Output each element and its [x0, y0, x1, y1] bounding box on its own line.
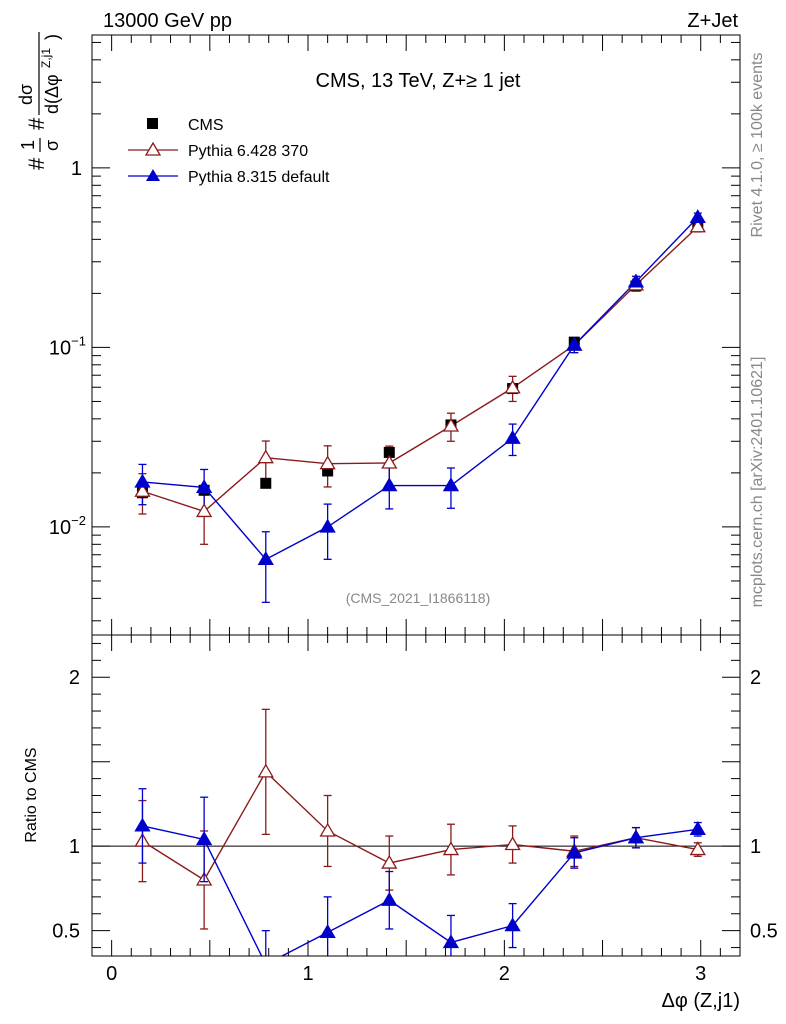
ratio-point-py6 — [257, 763, 274, 778]
x-tick-label: 3 — [695, 963, 706, 985]
ratio-point-py6 — [504, 836, 521, 851]
main-y-tick-label: 10−1 — [49, 333, 86, 359]
ratio-point-py8 — [259, 957, 273, 969]
legend-label-py8: Pythia 8.315 default — [188, 169, 330, 186]
y-label-sigma: σ — [42, 140, 62, 151]
rivet-label: Rivet 4.1.0, ≥ 100k events — [749, 53, 766, 238]
ratio-point-py6 — [689, 841, 706, 856]
y-label-close: ) — [42, 34, 62, 40]
main-point-cms — [260, 477, 272, 489]
header-left: 13000 GeV pp — [103, 10, 232, 32]
main-point-py6 — [257, 449, 274, 464]
ratio-series — [134, 708, 706, 969]
ratio-y-tick-label-left: 2 — [69, 667, 80, 689]
ratio-point-py6 — [442, 841, 460, 856]
main-point-py6 — [134, 482, 151, 497]
header-right: Z+Jet — [687, 10, 738, 32]
main-panel: 10−2 10−1 1 CMS, 13 TeV, Z+≥ 1 jet (CMS_20… — [49, 34, 741, 636]
main-point-py6 — [442, 417, 460, 432]
ratio-frame — [91, 634, 741, 957]
ratio-point-py8 — [195, 831, 213, 846]
x-tick-label: 1 — [302, 963, 313, 985]
analysis-label: (CMS_2021_I1866118) — [346, 590, 491, 606]
main-point-py8 — [257, 551, 274, 565]
ratio-point-py8 — [689, 820, 706, 835]
legend: CMS Pythia 6.428 370 Pythia 8.315 defaul… — [128, 117, 330, 186]
ratio-panel: 0.5 0.5 1 1 2 2 0 1 2 3 Ratio to CMS Δφ (Z,j1) — [23, 634, 778, 1012]
main-point-cms — [322, 465, 334, 477]
main-title: CMS, 13 TeV, Z+≥ 1 jet — [316, 70, 521, 92]
main-line-py8 — [142, 216, 699, 561]
main-point-py8 — [566, 336, 583, 351]
main-point-py6 — [504, 379, 521, 394]
ratio-point-py8 — [319, 924, 336, 938]
ratio-y-tick-labels: 0.5 0.5 1 1 2 2 — [52, 667, 778, 942]
ratio-point-py8 — [627, 829, 645, 844]
main-point-py8 — [627, 273, 645, 288]
x-tick-label: 0 — [106, 963, 117, 985]
ratio-line-py6 — [142, 770, 698, 881]
y-label-hash2: # — [24, 117, 49, 130]
main-point-py8 — [134, 473, 151, 488]
ratio-point-py6 — [319, 822, 336, 837]
x-axis-label: Δφ (Z,j1) — [661, 990, 740, 1012]
ratio-y-tick-label-right: 0.5 — [750, 921, 778, 943]
main-point-py8 — [381, 477, 398, 492]
y-label-hash1: # — [24, 157, 49, 170]
ratio-ticks — [92, 635, 741, 956]
main-point-py8 — [504, 429, 521, 444]
y-label-superscript: Z,j1 — [39, 48, 53, 68]
main-point-py6 — [195, 503, 213, 518]
legend-label-py6: Pythia 6.428 370 — [188, 143, 308, 160]
ratio-y-axis-label: Ratio to CMS — [23, 747, 40, 842]
ratio-y-tick-label-right: 2 — [750, 667, 761, 689]
main-y-tick-labels: 10−2 10−1 1 — [49, 158, 86, 539]
ratio-y-tick-label-left: 0.5 — [52, 921, 80, 943]
main-point-py8 — [195, 479, 213, 494]
ratio-point-py8 — [381, 891, 398, 906]
ratio-y-tick-label-right: 1 — [750, 836, 761, 858]
ratio-point-py6 — [381, 854, 398, 869]
ratio-line-py8 — [142, 825, 698, 956]
y-label-dsigma: dσ — [16, 84, 36, 105]
x-tick-label: 2 — [499, 963, 510, 985]
legend-marker-py8 — [146, 169, 160, 181]
y-label-one: 1 — [18, 140, 38, 150]
main-point-py6 — [381, 454, 398, 469]
main-point-py6 — [689, 218, 706, 233]
y-label-denominator: d(Δφ — [42, 74, 62, 114]
ratio-point-py8 — [504, 917, 521, 932]
main-point-py6 — [319, 455, 336, 470]
legend-marker-py6 — [144, 141, 162, 156]
main-line-py6 — [142, 226, 699, 513]
ratio-y-tick-label-left: 1 — [69, 836, 80, 858]
x-tick-labels: 0 1 2 3 — [106, 963, 706, 985]
legend-label-cms: CMS — [188, 117, 224, 134]
mcplots-label: mcplots.cern.ch [arXiv:2401.10621] — [749, 357, 766, 608]
main-y-axis-label: # 1 σ # dσ d(Δφ Z,j1 ) — [16, 32, 62, 170]
main-y-tick-label: 1 — [71, 158, 82, 180]
ratio-point-py8 — [566, 844, 583, 859]
main-point-py8 — [689, 209, 706, 224]
main-y-tick-label: 10−2 — [49, 513, 86, 539]
main-series — [134, 209, 706, 604]
ratio-point-py8 — [134, 817, 151, 832]
main-ticks — [92, 35, 741, 635]
ratio-point-py8 — [442, 934, 460, 949]
main-point-py8 — [319, 518, 336, 533]
legend-marker-cms — [147, 118, 158, 129]
main-point-py8 — [442, 477, 460, 492]
main-point-cms — [383, 446, 395, 458]
